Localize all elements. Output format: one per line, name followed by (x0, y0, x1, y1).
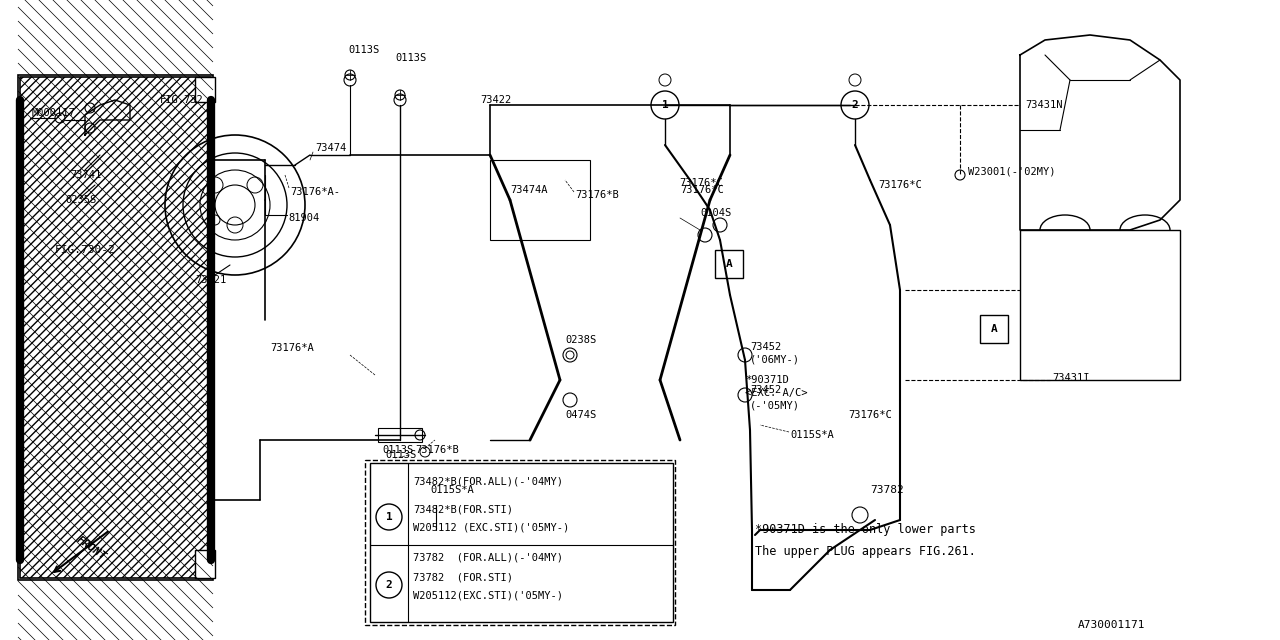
Text: 73176*C: 73176*C (878, 180, 922, 190)
Text: 73176*C: 73176*C (680, 185, 723, 195)
Text: 73176*A: 73176*A (270, 343, 314, 353)
Text: 1: 1 (385, 512, 393, 522)
Text: 73176*B: 73176*B (575, 190, 618, 200)
Bar (980, 315, 1009, 343)
Text: 0113S: 0113S (348, 45, 379, 55)
Bar (716, 250, 742, 278)
Text: 73422: 73422 (480, 95, 511, 105)
Text: 73452: 73452 (750, 342, 781, 352)
Bar (365, 460, 675, 625)
Text: ('06MY-): ('06MY-) (750, 355, 800, 365)
Bar (378, 428, 422, 442)
Text: 0113S: 0113S (396, 53, 426, 63)
Text: 2: 2 (851, 100, 859, 110)
Text: 73176*C: 73176*C (849, 410, 892, 420)
Text: 73176*A-: 73176*A- (291, 187, 340, 197)
Text: (-'05MY): (-'05MY) (750, 400, 800, 410)
Text: 73482*B(FOR.STI): 73482*B(FOR.STI) (413, 505, 513, 515)
Text: 0113S: 0113S (385, 450, 416, 460)
Bar (370, 463, 673, 622)
Text: 0474S: 0474S (564, 410, 596, 420)
Text: FRONT: FRONT (76, 534, 109, 562)
Text: 0115S*A: 0115S*A (790, 430, 833, 440)
Text: 0238S: 0238S (564, 335, 596, 345)
Text: A: A (726, 259, 732, 269)
Text: 73431N: 73431N (1025, 100, 1062, 110)
Text: <EXC. A/C>: <EXC. A/C> (745, 388, 808, 398)
Text: W23001(-'02MY): W23001(-'02MY) (968, 167, 1056, 177)
Text: 73741: 73741 (70, 170, 101, 180)
Bar (195, 77, 215, 102)
Text: 0235S: 0235S (65, 195, 96, 205)
Text: The upper PLUG appears FIG.261.: The upper PLUG appears FIG.261. (755, 545, 975, 559)
Text: 73176*C: 73176*C (678, 178, 723, 188)
Text: 73482*B(FOR.ALL)(-'04MY): 73482*B(FOR.ALL)(-'04MY) (413, 477, 563, 487)
Bar (195, 550, 215, 578)
Text: 81904: 81904 (288, 213, 319, 223)
Text: A: A (991, 324, 997, 334)
Bar (18, 75, 212, 580)
Text: 73452: 73452 (750, 385, 781, 395)
Text: A730001171: A730001171 (1078, 620, 1146, 630)
Text: FIG.730-2: FIG.730-2 (55, 245, 115, 255)
Circle shape (394, 94, 406, 106)
Text: W205112(EXC.STI)('05MY-): W205112(EXC.STI)('05MY-) (413, 591, 563, 601)
Bar (490, 160, 590, 240)
Text: *90371D is the only lower parts: *90371D is the only lower parts (755, 524, 975, 536)
Text: 0113S: 0113S (381, 445, 413, 455)
Text: 1: 1 (662, 100, 668, 110)
Text: 0115S*A: 0115S*A (430, 485, 474, 495)
Text: 73782: 73782 (870, 485, 904, 495)
Text: 73782  (FOR.ALL)(-'04MY): 73782 (FOR.ALL)(-'04MY) (413, 553, 563, 563)
Text: *90371D: *90371D (745, 375, 788, 385)
Text: W205112 (EXC.STI)('05MY-): W205112 (EXC.STI)('05MY-) (413, 522, 570, 532)
Text: 73176*B: 73176*B (415, 445, 458, 455)
Text: 73474: 73474 (315, 143, 347, 153)
Text: 0104S: 0104S (700, 208, 731, 218)
Text: 73431I: 73431I (1052, 373, 1089, 383)
Text: 73421: 73421 (195, 275, 227, 285)
Bar (1020, 230, 1180, 380)
Circle shape (344, 74, 356, 86)
Bar (20, 77, 211, 578)
Text: 2: 2 (385, 580, 393, 590)
Text: 73782  (FOR.STI): 73782 (FOR.STI) (413, 573, 513, 583)
Text: M000117: M000117 (32, 108, 76, 118)
Text: 73474A: 73474A (509, 185, 548, 195)
Text: FIG.732: FIG.732 (160, 95, 204, 105)
